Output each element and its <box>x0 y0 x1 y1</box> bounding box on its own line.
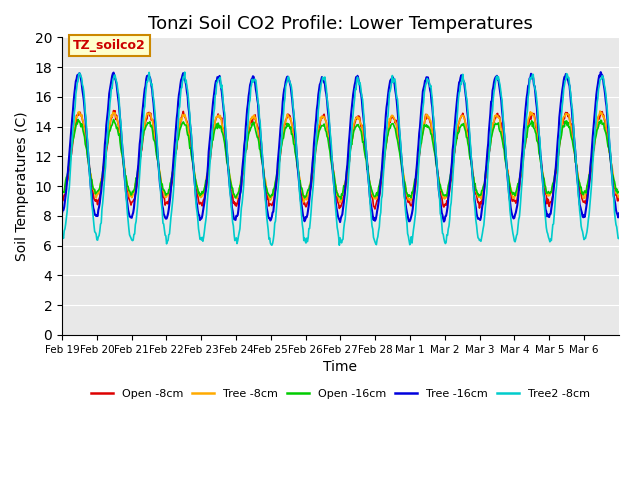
X-axis label: Time: Time <box>323 360 358 374</box>
Y-axis label: Soil Temperatures (C): Soil Temperatures (C) <box>15 111 29 261</box>
Title: Tonzi Soil CO2 Profile: Lower Temperatures: Tonzi Soil CO2 Profile: Lower Temperatur… <box>148 15 533 33</box>
Legend: Open -8cm, Tree -8cm, Open -16cm, Tree -16cm, Tree2 -8cm: Open -8cm, Tree -8cm, Open -16cm, Tree -… <box>86 385 595 404</box>
Text: TZ_soilco2: TZ_soilco2 <box>73 39 146 52</box>
